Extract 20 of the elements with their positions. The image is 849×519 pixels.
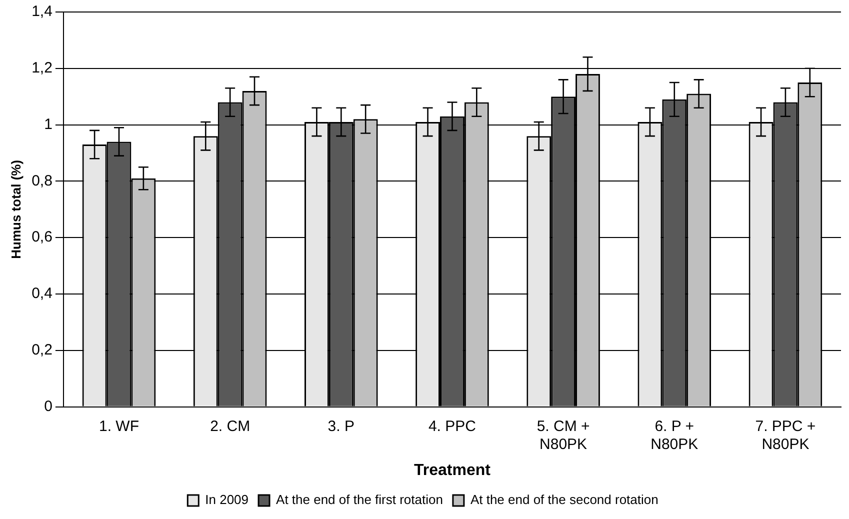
x-tick-label: 1. WF [98, 418, 139, 435]
x-tick-label: 4. PPC [428, 418, 476, 435]
x-tick-label: 6. P + N80PK [650, 418, 698, 453]
y-tick-label: 1 [44, 116, 52, 133]
y-tick-label: 0,4 [32, 285, 52, 302]
y-tick-label: 1,2 [32, 60, 52, 77]
y-tick-label: 0,6 [32, 228, 52, 246]
x-axis-title: Treatment [414, 462, 492, 479]
legend-label: At the end of the first rotation [276, 492, 443, 508]
y-tick-label: 1,4 [32, 3, 52, 20]
x-tick-label: 5. CM + N80PK [536, 418, 590, 453]
y-axis-title: Humus total (%) [8, 160, 24, 259]
x-tick-label: 2. CM [210, 418, 250, 435]
y-tick-label: 0 [44, 398, 52, 415]
x-tick-label: 3. P [328, 418, 354, 435]
legend-label: At the end of the second rotation [470, 492, 658, 508]
legend-label: In 2009 [205, 492, 249, 508]
y-tick-label: 0,2 [32, 342, 52, 359]
x-tick-label: 7. PPC + N80PK [755, 418, 816, 453]
y-tick-label: 0,8 [32, 172, 52, 190]
